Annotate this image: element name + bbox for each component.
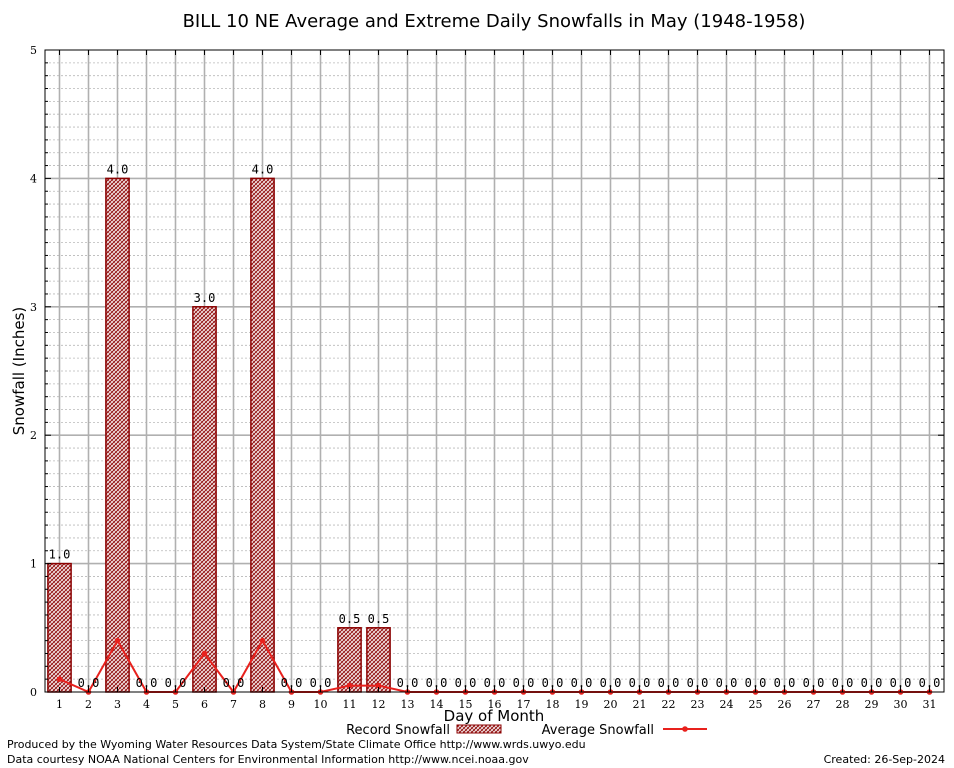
bar-value-label: 0.0 bbox=[542, 676, 564, 690]
x-tick-label: 21 bbox=[633, 698, 647, 711]
x-tick-label: 18 bbox=[546, 698, 560, 711]
bars bbox=[47, 177, 391, 693]
y-axis-label: Snowfall (Inches) bbox=[10, 307, 28, 435]
average-point bbox=[56, 676, 63, 682]
bar-value-label: 0.0 bbox=[455, 676, 477, 690]
bar-value-label: 0.0 bbox=[281, 676, 303, 690]
bar-value-label: 0.0 bbox=[310, 676, 332, 690]
bar-value-label: 0.0 bbox=[919, 676, 941, 690]
x-tick-label: 26 bbox=[778, 698, 792, 711]
average-point bbox=[201, 650, 208, 657]
footer-produced-by: Produced by the Wyoming Water Resources … bbox=[7, 738, 586, 751]
average-point bbox=[346, 682, 353, 689]
x-tick-label: 5 bbox=[172, 698, 179, 711]
average-point bbox=[259, 637, 266, 644]
bar-value-label: 0.0 bbox=[832, 676, 854, 690]
x-tick-label: 12 bbox=[372, 698, 386, 711]
y-tick-label: 5 bbox=[30, 44, 37, 57]
record-bar bbox=[192, 306, 217, 693]
bar-value-label: 0.0 bbox=[165, 676, 187, 690]
record-bar bbox=[337, 627, 362, 693]
y-tick-label: 2 bbox=[30, 429, 37, 442]
record-bar bbox=[105, 177, 130, 693]
bar-value-label: 0.0 bbox=[774, 676, 796, 690]
x-tick-label: 6 bbox=[201, 698, 208, 711]
x-tick-label: 3 bbox=[114, 698, 121, 711]
x-tick-label: 14 bbox=[430, 698, 444, 711]
bar-value-label: 4.0 bbox=[107, 162, 129, 176]
bar-value-label: 0.0 bbox=[687, 676, 709, 690]
chart-title: BILL 10 NE Average and Extreme Daily Sno… bbox=[183, 11, 806, 32]
bar-value-label: 0.0 bbox=[600, 676, 622, 690]
bar-value-label: 0.0 bbox=[803, 676, 825, 690]
x-tick-label: 11 bbox=[343, 698, 357, 711]
x-tick-label: 23 bbox=[691, 698, 705, 711]
x-tick-label: 31 bbox=[923, 698, 937, 711]
bar-value-label: 0.5 bbox=[339, 612, 361, 626]
x-tick-label: 28 bbox=[836, 698, 850, 711]
x-tick-label: 30 bbox=[894, 698, 908, 711]
y-tick-label: 4 bbox=[30, 172, 37, 185]
bar-value-label: 0.0 bbox=[629, 676, 651, 690]
bar-labels: 1.0 0.0 4.0 0.0 0.0 3.0 0.0 4.0 0.0 0.0 0.5 0.5 0.0 0… bbox=[49, 162, 941, 690]
record-bar bbox=[250, 177, 275, 693]
x-tick-label: 10 bbox=[314, 698, 328, 711]
record-bar bbox=[47, 562, 72, 693]
x-tick-label: 1 bbox=[56, 698, 63, 711]
bar-value-label: 4.0 bbox=[252, 162, 274, 176]
x-tick-label: 13 bbox=[401, 698, 415, 711]
legend-average-label: Average Snowfall bbox=[542, 723, 654, 738]
bar-value-label: 0.0 bbox=[861, 676, 883, 690]
x-axis-label: Day of Month bbox=[444, 707, 545, 725]
average-point bbox=[114, 637, 121, 644]
bar-value-label: 0.0 bbox=[426, 676, 448, 690]
legend-record-label: Record Snowfall bbox=[346, 723, 450, 738]
legend-average-marker bbox=[682, 726, 688, 732]
bar-value-label: 1.0 bbox=[49, 548, 71, 562]
bar-value-label: 0.0 bbox=[513, 676, 535, 690]
bar-value-label: 0.0 bbox=[716, 676, 738, 690]
grid bbox=[45, 50, 944, 692]
bar-value-label: 0.0 bbox=[78, 676, 100, 690]
x-tick-label: 8 bbox=[259, 698, 266, 711]
x-tick-label: 24 bbox=[720, 698, 734, 711]
legend-record-swatch bbox=[456, 724, 502, 734]
x-tick-label: 16 bbox=[488, 698, 502, 711]
bar-value-label: 0.0 bbox=[484, 676, 506, 690]
x-tick-label: 27 bbox=[807, 698, 821, 711]
bar-value-label: 0.0 bbox=[223, 676, 245, 690]
bar-value-label: 0.0 bbox=[571, 676, 593, 690]
y-tick-label: 3 bbox=[30, 301, 37, 314]
footer-created: Created: 26-Sep-2024 bbox=[823, 753, 945, 766]
x-tick-label: 19 bbox=[575, 698, 589, 711]
x-tick-label: 22 bbox=[662, 698, 676, 711]
footer-data-courtesy: Data courtesy NOAA National Centers for … bbox=[7, 753, 529, 766]
x-tick-label: 25 bbox=[749, 698, 763, 711]
bar-value-label: 3.0 bbox=[194, 291, 216, 305]
bar-value-label: 0.0 bbox=[136, 676, 158, 690]
bar-value-label: 0.0 bbox=[745, 676, 767, 690]
legend: Record Snowfall Average Snowfall bbox=[346, 723, 707, 738]
x-tick-label: 4 bbox=[143, 698, 150, 711]
x-tick-label: 7 bbox=[230, 698, 237, 711]
y-tick-label: 0 bbox=[30, 686, 37, 699]
record-bar bbox=[366, 627, 391, 693]
bar-value-label: 0.0 bbox=[397, 676, 419, 690]
x-tick-label: 20 bbox=[604, 698, 618, 711]
x-tick-label: 17 bbox=[517, 698, 531, 711]
bar-value-label: 0.0 bbox=[658, 676, 680, 690]
average-point bbox=[375, 682, 382, 689]
bar-value-label: 0.5 bbox=[368, 612, 390, 626]
x-tick-label: 9 bbox=[288, 698, 295, 711]
y-tick-label: 1 bbox=[30, 558, 37, 571]
bar-value-label: 0.0 bbox=[890, 676, 912, 690]
x-tick-label: 2 bbox=[85, 698, 92, 711]
x-tick-label: 15 bbox=[459, 698, 473, 711]
x-tick-label: 29 bbox=[865, 698, 879, 711]
